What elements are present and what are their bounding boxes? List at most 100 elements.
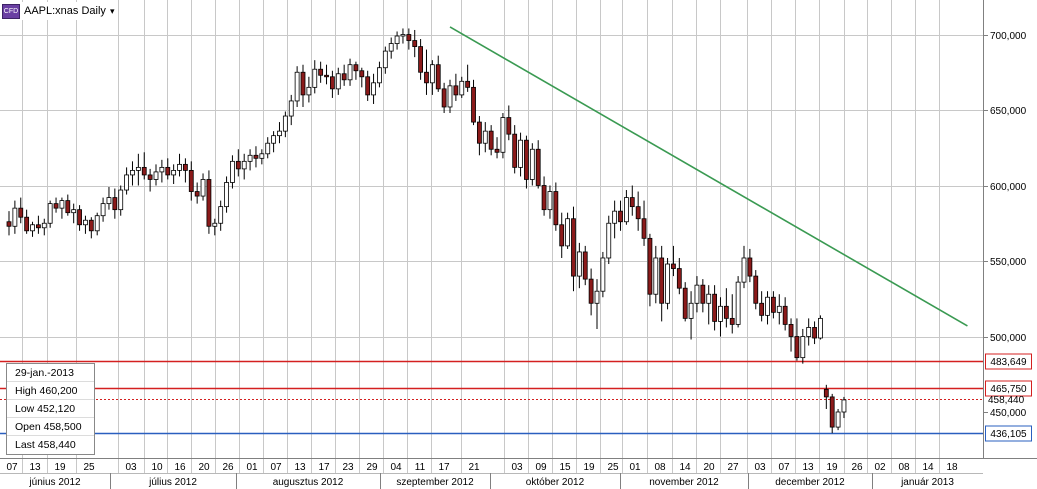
candle[interactable] bbox=[177, 153, 182, 177]
candle[interactable] bbox=[800, 328, 806, 364]
candle[interactable] bbox=[94, 212, 100, 236]
candle[interactable] bbox=[453, 73, 459, 101]
candle[interactable] bbox=[747, 248, 753, 283]
candle[interactable] bbox=[459, 76, 465, 98]
candle[interactable] bbox=[706, 285, 712, 325]
candle[interactable] bbox=[841, 396, 847, 419]
candle[interactable] bbox=[24, 209, 30, 234]
candle[interactable] bbox=[788, 318, 794, 352]
candle[interactable] bbox=[482, 122, 488, 153]
candle[interactable] bbox=[553, 182, 559, 231]
candle[interactable] bbox=[771, 291, 776, 319]
candle[interactable] bbox=[241, 153, 247, 180]
candle[interactable] bbox=[277, 122, 282, 144]
candle[interactable] bbox=[571, 206, 576, 292]
candle[interactable] bbox=[476, 116, 482, 156]
candle[interactable] bbox=[565, 212, 570, 249]
candle[interactable] bbox=[812, 321, 817, 345]
candle[interactable] bbox=[676, 257, 682, 295]
candle[interactable] bbox=[371, 73, 376, 104]
candle[interactable] bbox=[418, 39, 424, 80]
candle[interactable] bbox=[365, 70, 371, 101]
candle[interactable] bbox=[741, 245, 747, 289]
candle[interactable] bbox=[406, 28, 412, 50]
candle[interactable] bbox=[359, 67, 365, 88]
candle[interactable] bbox=[494, 137, 500, 159]
candle[interactable] bbox=[712, 285, 717, 331]
candle[interactable] bbox=[723, 288, 729, 328]
candle[interactable] bbox=[30, 221, 35, 237]
candle[interactable] bbox=[618, 200, 623, 231]
candle[interactable] bbox=[424, 49, 429, 95]
candle[interactable] bbox=[753, 270, 759, 310]
candle[interactable] bbox=[377, 61, 382, 88]
candle[interactable] bbox=[53, 197, 59, 213]
candle[interactable] bbox=[524, 135, 529, 189]
candle[interactable] bbox=[488, 125, 494, 156]
candle[interactable] bbox=[259, 149, 265, 165]
candle[interactable] bbox=[541, 176, 547, 216]
candle[interactable] bbox=[171, 164, 177, 184]
candle[interactable] bbox=[300, 64, 306, 107]
candle[interactable] bbox=[512, 125, 518, 174]
candle[interactable] bbox=[794, 318, 800, 361]
candle[interactable] bbox=[329, 70, 335, 98]
chevron-down-icon[interactable]: ▾ bbox=[109, 5, 115, 16]
candle[interactable] bbox=[106, 187, 112, 210]
candle[interactable] bbox=[729, 294, 735, 334]
candle[interactable] bbox=[447, 79, 453, 114]
candle[interactable] bbox=[388, 37, 394, 59]
candle[interactable] bbox=[235, 149, 241, 177]
candle[interactable] bbox=[682, 282, 688, 322]
candle[interactable] bbox=[36, 215, 41, 234]
candle[interactable] bbox=[271, 131, 277, 153]
candle[interactable] bbox=[194, 182, 200, 204]
candle[interactable] bbox=[588, 268, 594, 316]
candle[interactable] bbox=[77, 205, 82, 231]
candle[interactable] bbox=[288, 94, 294, 126]
candle[interactable] bbox=[188, 161, 194, 201]
candle[interactable] bbox=[659, 245, 665, 322]
candle[interactable] bbox=[441, 82, 447, 114]
candle[interactable] bbox=[6, 211, 12, 236]
candle[interactable] bbox=[641, 200, 647, 246]
candle[interactable] bbox=[124, 167, 129, 195]
candle[interactable] bbox=[547, 185, 553, 219]
candle[interactable] bbox=[647, 233, 653, 307]
candle[interactable] bbox=[818, 315, 823, 340]
candle[interactable] bbox=[282, 111, 288, 138]
candle[interactable] bbox=[182, 158, 188, 183]
candle[interactable] bbox=[582, 245, 588, 286]
candle[interactable] bbox=[806, 318, 812, 346]
candle[interactable] bbox=[400, 28, 406, 44]
candle[interactable] bbox=[718, 297, 723, 337]
candle[interactable] bbox=[112, 188, 118, 219]
candle[interactable] bbox=[653, 245, 659, 304]
candle[interactable] bbox=[224, 176, 229, 213]
candle[interactable] bbox=[218, 200, 224, 231]
candle[interactable] bbox=[823, 384, 829, 409]
candle[interactable] bbox=[382, 46, 388, 74]
symbol-label[interactable]: AAPL:xnas Daily bbox=[24, 5, 106, 17]
candle[interactable] bbox=[624, 190, 629, 225]
candle[interactable] bbox=[529, 143, 535, 186]
candle[interactable] bbox=[71, 203, 77, 224]
candle[interactable] bbox=[412, 29, 418, 58]
candle[interactable] bbox=[141, 152, 147, 180]
chart-title-bar[interactable]: CFD AAPL:xnas Daily ▾ bbox=[2, 2, 119, 20]
candle[interactable] bbox=[306, 76, 312, 103]
candle[interactable] bbox=[559, 212, 565, 258]
candle[interactable] bbox=[694, 276, 700, 313]
candle[interactable] bbox=[341, 64, 347, 86]
candle[interactable] bbox=[318, 61, 324, 83]
candle[interactable] bbox=[635, 191, 641, 231]
candle[interactable] bbox=[324, 64, 329, 85]
candle[interactable] bbox=[165, 158, 171, 180]
candle[interactable] bbox=[247, 149, 253, 171]
candle[interactable] bbox=[100, 197, 106, 222]
candle[interactable] bbox=[429, 60, 435, 95]
candle[interactable] bbox=[735, 276, 741, 328]
candle[interactable] bbox=[665, 257, 670, 310]
candle[interactable] bbox=[829, 393, 835, 434]
candle[interactable] bbox=[200, 173, 206, 201]
